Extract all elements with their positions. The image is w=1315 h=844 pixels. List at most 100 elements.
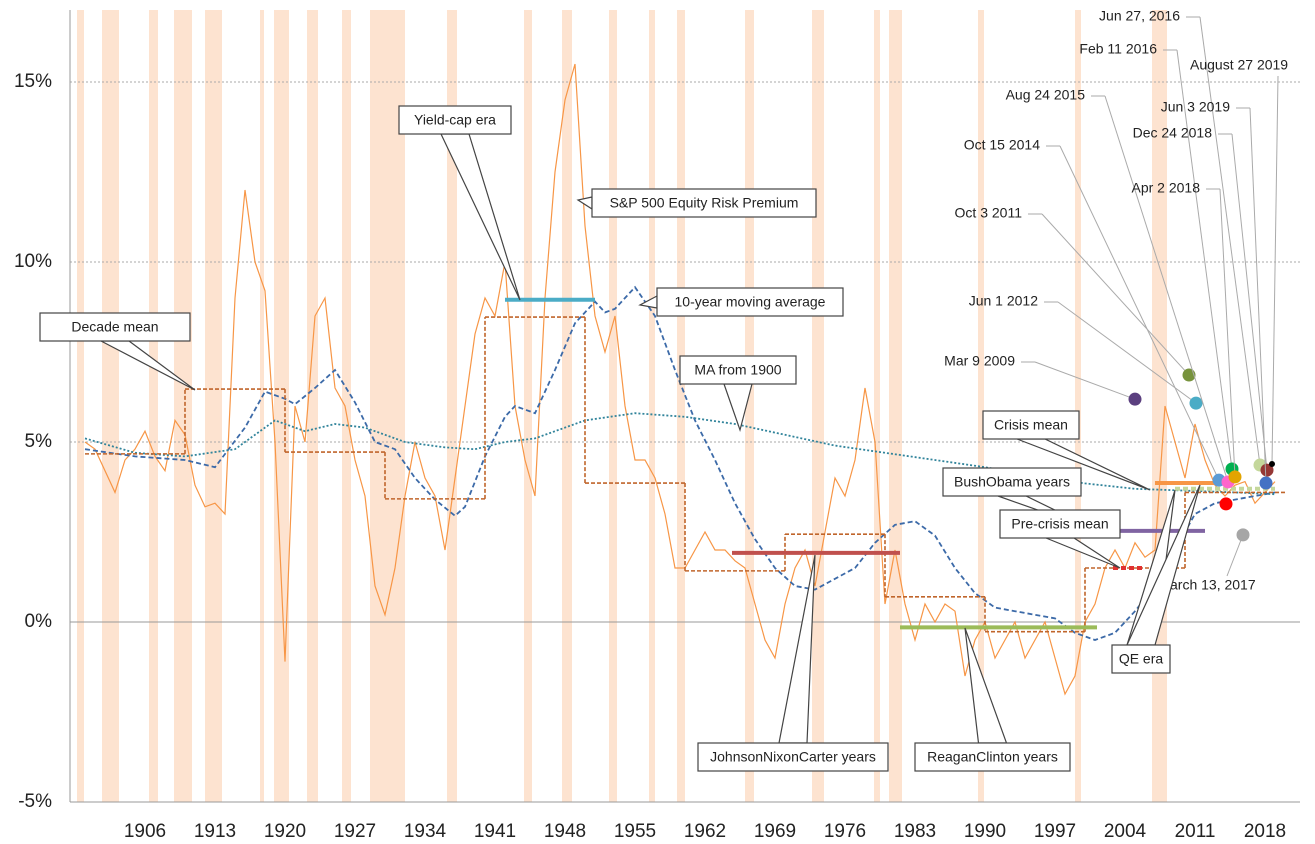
event-point [1182, 368, 1196, 382]
recession-band [524, 10, 532, 802]
recession-band [342, 10, 351, 802]
recession-band [370, 10, 405, 802]
leader-line [1219, 188, 1236, 477]
event-point [1219, 497, 1233, 511]
callout-pointer [576, 196, 593, 211]
point-label: Oct 15 2014 [964, 137, 1040, 153]
point-label: August 27 2019 [1190, 57, 1288, 73]
recession-band [677, 10, 685, 802]
leader-line [1226, 534, 1244, 577]
series-line [84, 412, 1276, 496]
callout-box [398, 105, 512, 135]
y-tick-label: 5% [25, 431, 53, 452]
recession-band [562, 10, 572, 802]
callout-label: Crisis mean [994, 417, 1068, 433]
x-tick-label: 1969 [754, 821, 796, 842]
recession-band [874, 10, 880, 802]
callout-pointer [964, 627, 1008, 744]
x-tick-label: 1934 [404, 821, 447, 842]
callout-label: BushObama years [954, 474, 1070, 490]
recession-band [260, 10, 264, 802]
leader-line [1176, 49, 1233, 470]
event-point [1228, 470, 1242, 484]
x-tick-label: 1906 [124, 821, 166, 842]
series-line [84, 285, 1276, 641]
recession-band [102, 10, 119, 802]
point-label: Jun 3 2019 [1161, 99, 1230, 115]
callout-box [1111, 644, 1171, 674]
x-tick-label: 1941 [474, 821, 516, 842]
event-point [1260, 463, 1274, 477]
point-label: Dec 24 2018 [1133, 125, 1213, 141]
recession-band [978, 10, 984, 802]
callout-pointer [1045, 537, 1121, 569]
callout-label: Pre-crisis mean [1011, 516, 1108, 532]
x-tick-label: 1976 [824, 821, 866, 842]
recession-band [609, 10, 617, 802]
x-tick-label: 1955 [614, 821, 656, 842]
x-tick-label: 1948 [544, 821, 586, 842]
y-tick-label: 15% [14, 71, 52, 92]
recession-band [274, 10, 289, 802]
callout-label: JohnsonNixonCarter years [710, 749, 876, 765]
callout-label: 10-year moving average [675, 294, 826, 310]
leader-line [1231, 133, 1268, 471]
x-tick-label: 2011 [1175, 821, 1216, 842]
leader-line [1034, 361, 1136, 400]
event-point [1259, 476, 1273, 490]
x-tick-label: 2004 [1104, 821, 1147, 842]
x-tick-label: 1913 [194, 821, 236, 842]
callout-box [914, 742, 1071, 772]
callout-box [656, 287, 844, 317]
leader-line [1057, 301, 1197, 404]
callout-box [679, 355, 797, 385]
x-tick-label: 1990 [964, 821, 1006, 842]
recession-band [447, 10, 457, 802]
leader-line [1271, 75, 1279, 464]
callout-box [942, 467, 1082, 497]
event-point [1269, 460, 1275, 467]
y-tick-label: 10% [14, 251, 52, 272]
y-tick-label: 0% [25, 611, 53, 632]
point-label: Aug 24 2015 [1006, 87, 1086, 103]
recession-band [174, 10, 192, 802]
leader-line [1059, 145, 1220, 481]
series-line [84, 63, 1276, 696]
callout-label: QE era [1119, 651, 1164, 667]
recession-band [649, 10, 655, 802]
callout-pointer [638, 295, 658, 309]
callout-box [982, 410, 1080, 440]
leader-line [1104, 95, 1229, 483]
callout-label: MA from 1900 [694, 362, 781, 378]
recession-band [307, 10, 318, 802]
recession-band [889, 10, 902, 802]
x-tick-label: 1983 [894, 821, 936, 842]
point-label: Oct 3 2011 [955, 205, 1023, 221]
point-label: Feb 11 2016 [1079, 41, 1157, 57]
callout-box [999, 509, 1121, 539]
callout-box [591, 188, 817, 218]
event-point [1128, 392, 1142, 406]
callout-label: Yield-cap era [414, 112, 496, 128]
x-tick-label: 1927 [334, 821, 376, 842]
callout-label: S&P 500 Equity Risk Premium [610, 195, 799, 211]
x-tick-label: 1920 [264, 821, 306, 842]
point-label: Mar 9 2009 [944, 353, 1015, 369]
recession-band [77, 10, 84, 802]
x-tick-label: 2018 [1244, 821, 1286, 842]
callout-box [39, 312, 191, 342]
recession-band [1075, 10, 1081, 802]
recession-band [149, 10, 158, 802]
point-label: Jun 1 2012 [969, 293, 1038, 309]
point-label: Jun 27, 2016 [1099, 8, 1180, 24]
leader-line [1041, 213, 1190, 376]
x-tick-label: 1962 [684, 821, 726, 842]
callout-box [697, 742, 889, 772]
point-label: March 13, 2017 [1158, 577, 1255, 593]
recession-band [812, 10, 824, 802]
callout-label: ReaganClinton years [927, 749, 1058, 765]
leader-line [1249, 107, 1267, 484]
callout-label: Decade mean [71, 319, 158, 335]
callout-pointer [778, 554, 816, 744]
